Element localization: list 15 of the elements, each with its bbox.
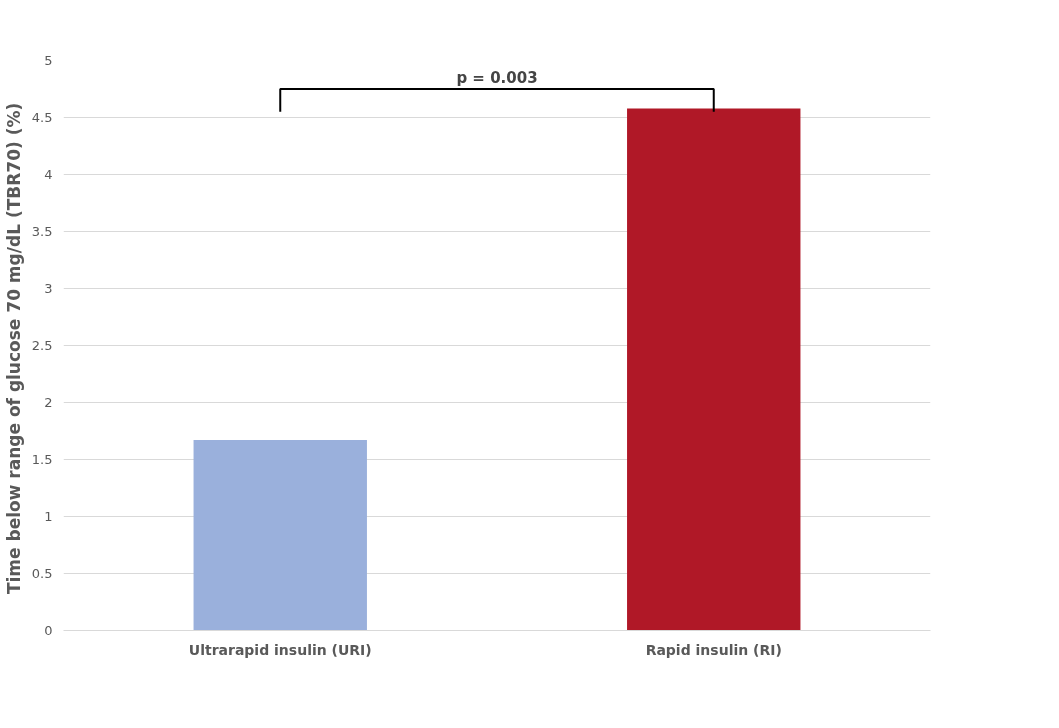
- y-tick-label: 1.5: [31, 452, 53, 467]
- x-tick-label: Rapid insulin (RI): [645, 641, 782, 658]
- y-tick-label: 5: [44, 53, 53, 68]
- y-tick-label: 2.5: [31, 338, 53, 353]
- y-axis-title: Time below range of glucose 70 mg/dL (TBR70) (%): [3, 102, 24, 595]
- y-tick-label: 4.5: [31, 110, 53, 125]
- y-tick-label: 4: [44, 167, 53, 182]
- y-tick-label: 0: [44, 623, 53, 638]
- y-tick-label: 0.5: [31, 566, 53, 581]
- annotation: p = 0.003: [456, 69, 538, 87]
- x-tick-label: Ultrarapid insulin (URI): [188, 641, 372, 658]
- y-tick-label: 2: [44, 395, 53, 410]
- y-tick-label: 3: [44, 281, 53, 296]
- y-tick-label: 3.5: [31, 224, 53, 239]
- y-tick-label: 1: [44, 509, 53, 524]
